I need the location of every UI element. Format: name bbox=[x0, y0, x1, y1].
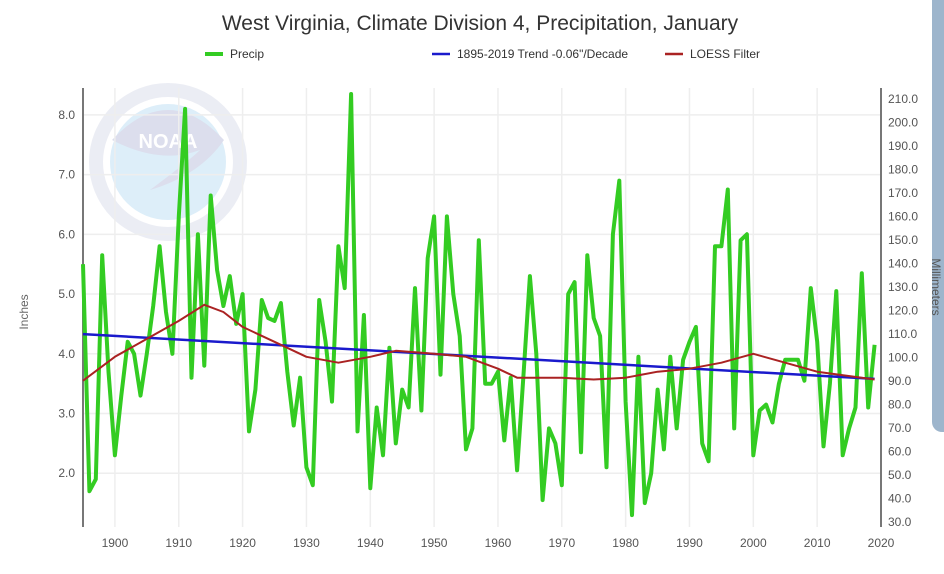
y2-tick-label: 90.0 bbox=[888, 374, 912, 388]
y-tick-label: 3.0 bbox=[58, 407, 75, 421]
y2-tick-label: 70.0 bbox=[888, 421, 912, 435]
y2-tick-label: 50.0 bbox=[888, 468, 912, 482]
y-tick-label: 6.0 bbox=[58, 227, 75, 241]
x-tick-label: 1990 bbox=[676, 536, 703, 550]
y2-tick-label: 80.0 bbox=[888, 397, 912, 411]
y-tick-label: 2.0 bbox=[58, 466, 75, 480]
y2-tick-label: 130.0 bbox=[888, 280, 918, 294]
y2-tick-label: 180.0 bbox=[888, 162, 918, 176]
y2-tick-label: 150.0 bbox=[888, 233, 918, 247]
x-tick-label: 2020 bbox=[868, 536, 895, 550]
x-tick-label: 1960 bbox=[485, 536, 512, 550]
x-tick-label: 1910 bbox=[165, 536, 192, 550]
trend-line bbox=[82, 332, 875, 381]
legend-item[interactable]: Precip bbox=[205, 47, 264, 61]
y2-tick-label: 160.0 bbox=[888, 209, 918, 223]
legend-item[interactable]: LOESS Filter bbox=[665, 47, 760, 61]
y2-tick-label: 140.0 bbox=[888, 256, 918, 270]
x-tick-label: 1930 bbox=[293, 536, 320, 550]
y2-tick-label: 170.0 bbox=[888, 186, 918, 200]
y2-tick-label: 40.0 bbox=[888, 492, 912, 506]
x-tick-label: 1920 bbox=[229, 536, 256, 550]
y2-tick-label: 200.0 bbox=[888, 115, 918, 129]
legend-label: LOESS Filter bbox=[690, 47, 760, 61]
y-tick-label: 5.0 bbox=[58, 287, 75, 301]
legend-label: 1895-2019 Trend -0.06"/Decade bbox=[457, 47, 628, 61]
x-tick-label: 1940 bbox=[357, 536, 384, 550]
y-axis-label: Inches bbox=[17, 294, 31, 329]
legend: Precip 1895-2019 Trend -0.06"/Decade LOESS… bbox=[205, 47, 760, 61]
legend-label: Precip bbox=[230, 47, 264, 61]
series bbox=[81, 92, 877, 518]
legend-item[interactable]: 1895-2019 Trend -0.06"/Decade bbox=[432, 47, 628, 61]
y2-tick-label: 100.0 bbox=[888, 350, 918, 364]
y2-tick-label: 120.0 bbox=[888, 303, 918, 317]
x-tick-label: 2000 bbox=[740, 536, 767, 550]
side-panel-tab[interactable] bbox=[932, 0, 944, 432]
x-tick-label: 1980 bbox=[612, 536, 639, 550]
y2-tick-label: 190.0 bbox=[888, 139, 918, 153]
y2-tick-label: 30.0 bbox=[888, 515, 912, 529]
axes: 1900 1910 1920 1930 1940 1950 1960 1970 1980 1990… bbox=[58, 88, 918, 550]
y2-tick-label: 210.0 bbox=[888, 92, 918, 106]
y2-axis-label: Millimeters bbox=[929, 258, 943, 315]
y-tick-label: 8.0 bbox=[58, 108, 75, 122]
svg-text:NOAA: NOAA bbox=[139, 131, 198, 153]
x-tick-label: 1970 bbox=[548, 536, 575, 550]
y-tick-label: 7.0 bbox=[58, 168, 75, 182]
loess-line bbox=[82, 303, 875, 382]
chart-title: West Virginia, Climate Division 4, Preci… bbox=[222, 12, 739, 35]
x-tick-label: 1950 bbox=[421, 536, 448, 550]
y2-tick-label: 110.0 bbox=[888, 327, 917, 341]
y2-tick-label: 60.0 bbox=[888, 445, 912, 459]
y-tick-label: 4.0 bbox=[58, 347, 75, 361]
x-tick-label: 2010 bbox=[804, 536, 831, 550]
x-tick-label: 1900 bbox=[102, 536, 129, 550]
precip-line bbox=[81, 92, 877, 518]
noaa-logo-watermark: NOAA bbox=[89, 83, 247, 241]
